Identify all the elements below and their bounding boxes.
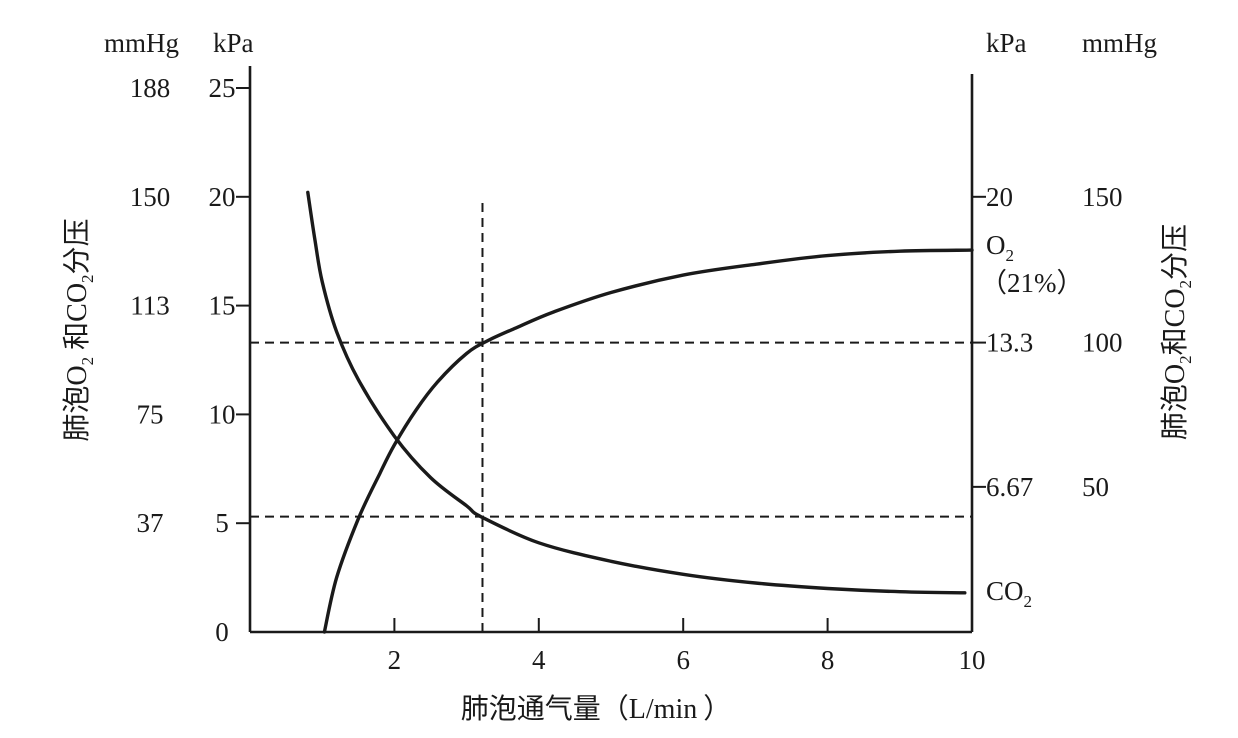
right-kpa-unit: kPa xyxy=(986,28,1027,58)
left-mmhg-tick-label: 37 xyxy=(137,508,164,538)
series-line-o2 xyxy=(322,248,974,634)
series-line-co2 xyxy=(306,190,967,595)
x-axis-title: 肺泡通气量（L/min） xyxy=(461,693,732,725)
right-mmhg-tick-label: 50 xyxy=(1082,472,1109,502)
right-mmhg-tick-label: 100 xyxy=(1082,328,1123,358)
x-tick-label: 6 xyxy=(676,645,690,675)
series-label-co2: CO2 xyxy=(986,576,1032,611)
x-tick-label: 8 xyxy=(821,645,835,675)
left-kpa-tick-label: 25 xyxy=(209,73,236,103)
left-mmhg-tick-label: 113 xyxy=(130,291,170,321)
left-kpa-unit: kPa xyxy=(213,28,254,58)
left-kpa-tick-label: 0 xyxy=(215,617,229,647)
right-mmhg-tick-label: 150 xyxy=(1082,182,1123,212)
right-kpa-tick-label: 6.67 xyxy=(986,472,1033,502)
series-label-o2-note: （21%） xyxy=(980,268,1084,298)
right-kpa-tick-label: 13.3 xyxy=(986,328,1033,358)
x-tick-label: 10 xyxy=(959,645,986,675)
left-axis-title: 肺泡O2 和CO2分压 xyxy=(61,218,97,441)
series-label-o2: O2 xyxy=(986,230,1014,265)
x-tick-label: 4 xyxy=(532,645,546,675)
left-kpa-tick-label: 10 xyxy=(209,399,236,429)
left-mmhg-tick-label: 188 xyxy=(130,73,171,103)
right-kpa-tick-label: 20 xyxy=(986,182,1013,212)
x-tick-label: 2 xyxy=(388,645,402,675)
left-kpa-tick-label: 5 xyxy=(215,508,229,538)
left-mmhg-unit: mmHg xyxy=(104,28,179,58)
left-mmhg-tick-label: 75 xyxy=(137,399,164,429)
right-mmhg-unit: mmHg xyxy=(1082,28,1157,58)
left-kpa-tick-label: 20 xyxy=(209,182,236,212)
left-mmhg-tick-label: 150 xyxy=(130,182,171,212)
left-kpa-tick-label: 15 xyxy=(209,291,236,321)
right-axis-title: 肺泡O2和CO2分压 xyxy=(1159,224,1195,440)
